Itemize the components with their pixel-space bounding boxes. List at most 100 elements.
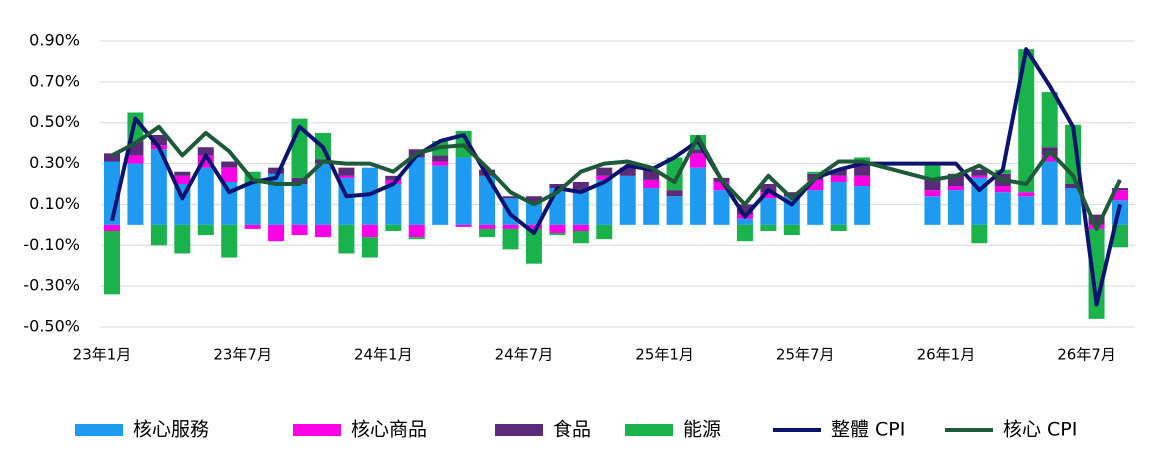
bar [572, 190, 589, 225]
x-tick-label: 23年1月 [73, 346, 132, 364]
bar [104, 153, 120, 162]
bar [385, 175, 402, 180]
bar [174, 175, 191, 184]
bar [1065, 184, 1082, 189]
bar [971, 175, 988, 178]
bar [736, 224, 753, 242]
bar [596, 175, 613, 180]
bar [1088, 214, 1105, 225]
x-tick-label: 23年7月 [213, 346, 272, 364]
bar [244, 184, 261, 225]
bar [525, 224, 542, 229]
bar [104, 224, 120, 231]
bar [643, 169, 660, 180]
bar [924, 196, 941, 225]
bar [127, 163, 144, 225]
bar [221, 161, 238, 168]
bar [268, 224, 285, 242]
bar [1112, 188, 1128, 191]
bar [525, 202, 542, 225]
bar [783, 192, 800, 197]
legend-swatch [495, 424, 543, 436]
bar [830, 181, 847, 225]
bar [385, 224, 402, 231]
bar [150, 134, 167, 146]
bar [174, 224, 191, 254]
bar [760, 224, 777, 231]
y-tick-label: 0.70% [29, 71, 80, 90]
line [110, 47, 1122, 307]
bar [432, 155, 449, 162]
bar [736, 218, 753, 225]
bar [1112, 190, 1128, 201]
bar [268, 167, 285, 174]
bar [221, 167, 238, 182]
x-tick-label: 25年7月 [776, 346, 835, 364]
bar [455, 224, 472, 227]
bar [736, 204, 753, 215]
bar [971, 177, 988, 225]
bar [690, 149, 707, 154]
bar [525, 196, 542, 203]
legend-label: 核心服務 [133, 419, 209, 441]
bar [338, 224, 355, 254]
bar [760, 198, 777, 225]
bar [596, 179, 613, 225]
bar [830, 169, 847, 176]
bar [197, 224, 214, 236]
bar [314, 163, 331, 225]
bar [408, 224, 425, 238]
bar [1018, 196, 1035, 225]
x-tick-label: 26年1月 [917, 346, 976, 364]
x-tick-label: 26年7月 [1057, 346, 1116, 364]
bar [596, 167, 613, 176]
bar [291, 184, 308, 225]
bar [1065, 188, 1082, 225]
bar [713, 181, 730, 191]
bar [807, 179, 824, 191]
legend-label: 核心商品 [351, 419, 427, 441]
bar [432, 165, 449, 225]
bar [807, 171, 824, 174]
bar [455, 157, 472, 225]
bar [690, 167, 707, 225]
bar [268, 173, 285, 225]
bar [244, 224, 261, 229]
bar [572, 224, 589, 231]
x-tick-label: 24年1月 [354, 346, 413, 364]
bar [479, 228, 496, 238]
legend-swatch [75, 424, 123, 436]
bar [525, 228, 542, 264]
bar [807, 190, 824, 225]
y-tick-label: -0.30% [23, 276, 80, 295]
bar [924, 190, 941, 197]
bar [994, 186, 1011, 193]
bar [174, 171, 191, 176]
bar [502, 196, 519, 199]
bar [713, 190, 730, 225]
bar [502, 228, 519, 250]
bar [291, 224, 308, 236]
bar [572, 181, 589, 191]
bar [690, 153, 707, 168]
line [111, 124, 1122, 231]
bar [408, 157, 425, 225]
bar [104, 230, 120, 295]
bar [666, 157, 683, 191]
bar [971, 224, 988, 244]
bar [643, 188, 660, 225]
bar [338, 175, 355, 178]
bar [854, 186, 871, 225]
bar [221, 181, 238, 225]
bar [830, 224, 847, 231]
bar [150, 224, 167, 246]
bar [291, 177, 308, 184]
bar [619, 175, 636, 225]
bar [666, 190, 683, 197]
x-tick-label: 25年1月 [635, 346, 694, 364]
legend-swatch [625, 424, 673, 436]
legend-swatch [293, 424, 341, 436]
y-tick-label: -0.10% [23, 235, 80, 254]
bar [783, 224, 800, 236]
bar [830, 175, 847, 182]
